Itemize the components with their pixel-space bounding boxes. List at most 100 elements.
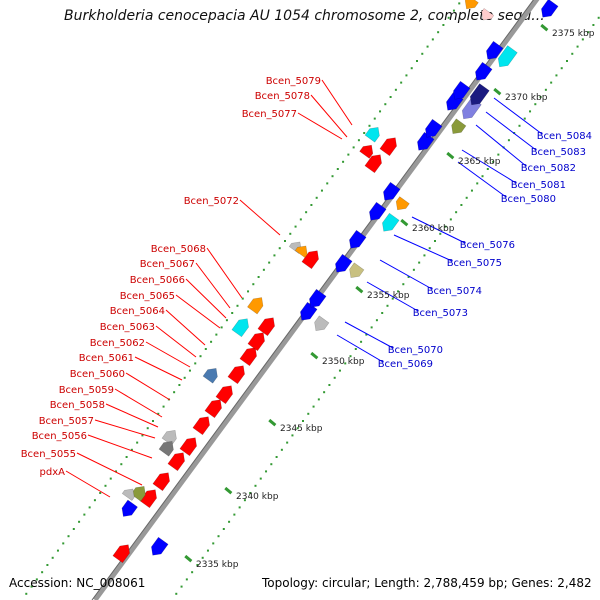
gene-arrow[interactable] [152, 469, 173, 492]
gene-label[interactable]: Bcen_5066 [130, 275, 185, 286]
gene-arrow[interactable] [359, 142, 377, 159]
gene-label[interactable]: Bcen_5084 [537, 131, 592, 142]
gene-label[interactable]: Bcen_5080 [501, 194, 556, 205]
gene-label[interactable]: Bcen_5075 [447, 258, 502, 269]
tick-dot [431, 38, 434, 41]
gene-label[interactable]: pdxA [40, 467, 66, 478]
gene-arrow[interactable] [118, 499, 138, 520]
gene-label[interactable]: Bcen_5056 [32, 431, 87, 442]
tick-dot [262, 268, 265, 271]
gene-arrow[interactable] [167, 449, 188, 472]
gene-label[interactable]: Bcen_5073 [413, 308, 468, 319]
gene-label[interactable]: Bcen_5074 [427, 286, 482, 297]
gene-label[interactable]: Bcen_5063 [100, 322, 155, 333]
gene-arrow[interactable] [364, 151, 385, 174]
leader-line [239, 199, 281, 236]
gene-arrow[interactable] [139, 486, 160, 509]
gene-arrow[interactable] [294, 242, 311, 258]
tick-dot [523, 117, 526, 120]
gene-arrow[interactable] [346, 262, 365, 281]
gene-arrow[interactable] [478, 8, 495, 23]
gene-arrow[interactable] [257, 314, 278, 337]
gene-arrow[interactable] [379, 212, 400, 235]
tick-dot [136, 441, 139, 444]
gene-arrow[interactable] [192, 413, 213, 436]
gene-label[interactable]: Bcen_5062 [90, 338, 145, 349]
gene-label[interactable]: Bcen_5083 [531, 147, 586, 158]
gene-label[interactable]: Bcen_5082 [521, 163, 576, 174]
tick-dot [146, 427, 149, 430]
tick-dot [259, 477, 262, 480]
gene-label[interactable]: Bcen_5055 [21, 449, 76, 460]
gene-arrow[interactable] [311, 315, 330, 334]
gene-arrow[interactable] [227, 362, 248, 385]
gene-label[interactable]: Bcen_5072 [184, 196, 239, 207]
gene-arrow[interactable] [332, 253, 353, 276]
tick-dot [368, 124, 371, 127]
gene-arrow[interactable] [121, 485, 138, 501]
gene-arrow[interactable] [422, 118, 443, 141]
gene-arrow[interactable] [301, 247, 322, 270]
gene-arrow[interactable] [239, 344, 260, 367]
gene-arrow[interactable] [306, 288, 327, 311]
gene-arrow[interactable] [462, 0, 479, 12]
tick-dot [88, 506, 91, 509]
tick-dot [581, 38, 584, 41]
leader-line [195, 262, 231, 309]
tick-dot [555, 74, 558, 77]
gene-arrow[interactable] [450, 80, 471, 103]
gene-arrow[interactable] [448, 118, 467, 137]
tick-dot [233, 513, 236, 516]
gene-label[interactable]: Bcen_5077 [242, 109, 297, 120]
tick-dot [539, 96, 542, 98]
gene-label[interactable]: Bcen_5076 [460, 240, 515, 251]
gene-arrow[interactable] [346, 229, 367, 252]
gene-arrow[interactable] [472, 61, 493, 84]
gene-arrow[interactable] [483, 40, 504, 63]
gene-arrow[interactable] [148, 536, 169, 559]
gene-label[interactable]: Bcen_5069 [378, 359, 433, 370]
gene-label[interactable]: Bcen_5078 [255, 91, 310, 102]
tick-dot [344, 362, 347, 365]
gene-label[interactable]: Bcen_5070 [388, 345, 443, 356]
gene-arrow[interactable] [202, 365, 221, 384]
gene-label[interactable]: Bcen_5057 [39, 416, 94, 427]
gene-label[interactable]: Bcen_5060 [70, 369, 125, 380]
gene-arrow[interactable] [364, 124, 383, 143]
gene-arrow[interactable] [179, 434, 200, 457]
gene-arrow[interactable] [112, 541, 133, 564]
gene-arrow[interactable] [204, 396, 225, 419]
gene-arrow[interactable] [538, 0, 559, 21]
gene-label[interactable]: Bcen_5064 [110, 306, 165, 317]
gene-arrow[interactable] [247, 329, 268, 352]
gene-arrow[interactable] [231, 315, 252, 338]
gene-arrow[interactable] [393, 196, 410, 214]
gene-arrow[interactable] [130, 483, 149, 502]
gene-arrow[interactable] [247, 294, 266, 315]
gene-label[interactable]: Bcen_5061 [79, 353, 134, 364]
gene-arrow[interactable] [158, 438, 177, 457]
gene-arrow[interactable] [495, 45, 518, 71]
gene-label[interactable]: Bcen_5058 [50, 400, 105, 411]
tick-mark [540, 23, 549, 32]
gene-arrow[interactable] [366, 201, 387, 224]
gene-label[interactable]: Bcen_5067 [140, 259, 195, 270]
tick-dot [99, 492, 102, 494]
gene-arrow[interactable] [380, 181, 401, 204]
tick-dot [120, 463, 123, 466]
gene-label[interactable]: Bcen_5059 [59, 385, 114, 396]
gene-label[interactable]: Bcen_5068 [151, 244, 206, 255]
tick-dot [354, 348, 357, 350]
tick-dot [241, 297, 244, 300]
gene-label[interactable]: Bcen_5081 [511, 180, 566, 191]
tick-dot [405, 74, 408, 77]
tick-dot [51, 556, 54, 559]
gene-arrow[interactable] [215, 382, 236, 405]
gene-label[interactable]: Bcen_5079 [266, 76, 321, 87]
gene-label[interactable]: Bcen_5065 [120, 291, 175, 302]
gene-arrow[interactable] [379, 134, 400, 157]
gene-features [112, 0, 559, 564]
tick-dot [222, 528, 225, 530]
gene-arrow[interactable] [467, 83, 490, 109]
